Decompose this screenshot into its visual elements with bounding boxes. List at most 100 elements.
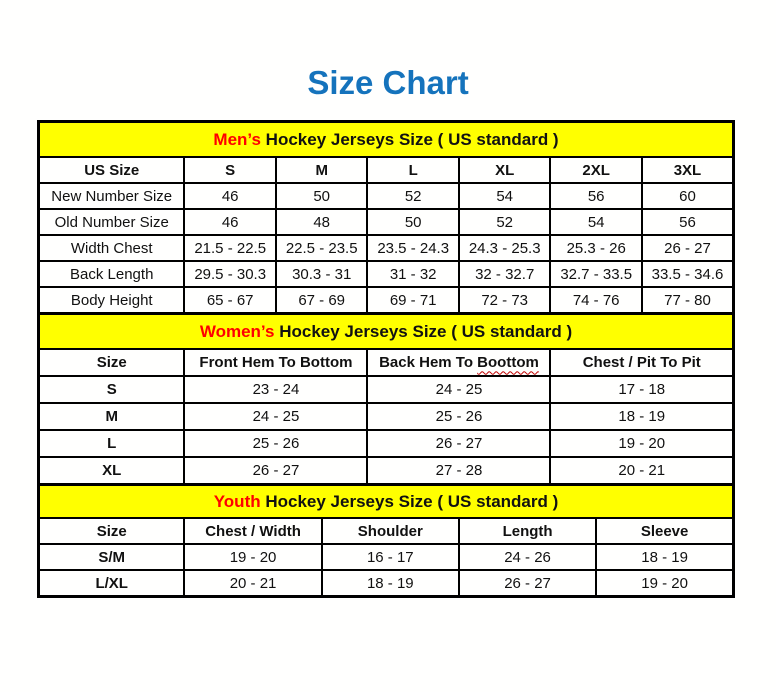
mens-section-band-row: Men’s Hockey Jerseys Size ( US standard … <box>37 120 735 159</box>
mens-column-header: XL <box>457 156 552 185</box>
womens-row-label: XL <box>37 456 186 486</box>
mens-column-header: 3XL <box>640 156 735 185</box>
womens-size-table: Women’s Hockey Jerseys Size ( US standar… <box>37 311 735 486</box>
womens-size-value-cell: 25 - 26 <box>183 429 369 459</box>
womens-size-value-cell: 20 - 21 <box>549 456 735 486</box>
mens-size-value-cell: 21.5 - 22.5 <box>183 234 277 263</box>
youth-size-value-cell: 19 - 20 <box>595 569 735 598</box>
mens-size-value-cell: 74 - 76 <box>549 286 643 315</box>
mens-table-row: Width Chest 21.5 - 22.5 22.5 - 23.5 23.5 - … <box>37 234 735 263</box>
youth-table-row: L/XL 20 - 21 18 - 19 26 - 27 19 - 20 <box>37 569 735 598</box>
youth-size-value-cell: 16 - 17 <box>320 543 460 572</box>
mens-size-table: Men’s Hockey Jerseys Size ( US standard … <box>37 119 735 315</box>
womens-table-row: XL 26 - 27 27 - 28 20 - 21 <box>37 456 735 486</box>
mens-table-row: Body Height 65 - 67 67 - 69 69 - 71 72 - 73 7… <box>37 286 735 315</box>
youth-size-value-cell: 18 - 19 <box>595 543 735 572</box>
mens-size-value-cell: 54 <box>457 182 552 211</box>
youth-size-value-cell: 24 - 26 <box>457 543 598 572</box>
womens-size-value-cell: 17 - 18 <box>549 375 735 405</box>
mens-size-value-cell: 77 - 80 <box>640 286 735 315</box>
womens-size-value-cell: 19 - 20 <box>549 429 735 459</box>
womens-size-value-cell: 27 - 28 <box>366 456 552 486</box>
page-title: Size Chart <box>307 64 469 101</box>
youth-size-table: Youth Hockey Jerseys Size ( US standard … <box>37 482 735 598</box>
mens-size-value-cell: 72 - 73 <box>457 286 552 315</box>
womens-column-header: Back Hem To Boottom <box>366 348 552 378</box>
youth-column-header: Length <box>457 517 598 546</box>
mens-row-label: New Number Size <box>37 182 186 211</box>
womens-column-header: Front Hem To Bottom <box>183 348 369 378</box>
youth-size-value-cell: 19 - 20 <box>183 543 323 572</box>
mens-size-value-cell: 56 <box>640 208 735 237</box>
youth-column-header: Chest / Width <box>183 517 323 546</box>
womens-size-value-cell: 23 - 24 <box>183 375 369 405</box>
mens-column-header: US Size <box>37 156 186 185</box>
youth-table-row: S/M 19 - 20 16 - 17 24 - 26 18 - 19 <box>37 543 735 572</box>
mens-column-header: 2XL <box>549 156 643 185</box>
mens-header-row: US Size S M L XL 2XL 3XL <box>37 156 735 185</box>
mens-row-label: Body Height <box>37 286 186 315</box>
womens-section-band-row: Women’s Hockey Jerseys Size ( US standar… <box>37 312 735 351</box>
mens-size-value-cell: 52 <box>366 182 460 211</box>
mens-size-value-cell: 32.7 - 33.5 <box>549 260 643 289</box>
mens-size-value-cell: 60 <box>640 182 735 211</box>
mens-size-value-cell: 33.5 - 34.6 <box>640 260 735 289</box>
womens-row-label: L <box>37 429 186 459</box>
mens-row-label: Back Length <box>37 260 186 289</box>
youth-section-title: Youth Hockey Jerseys Size ( US standard … <box>37 483 735 520</box>
youth-column-header: Shoulder <box>320 517 460 546</box>
womens-header-row: Size Front Hem To Bottom Back Hem To Boott… <box>37 348 735 378</box>
youth-row-label: L/XL <box>37 569 186 598</box>
youth-column-header: Sleeve <box>595 517 735 546</box>
youth-size-value-cell: 26 - 27 <box>457 569 598 598</box>
youth-row-label: S/M <box>37 543 186 572</box>
youth-column-header: Size <box>37 517 186 546</box>
womens-size-value-cell: 26 - 27 <box>183 456 369 486</box>
mens-size-value-cell: 56 <box>549 182 643 211</box>
womens-column-header: Size <box>37 348 186 378</box>
youth-section-band-row: Youth Hockey Jerseys Size ( US standard … <box>37 483 735 520</box>
youth-size-value-cell: 20 - 21 <box>183 569 323 598</box>
womens-size-value-cell: 18 - 19 <box>549 402 735 432</box>
mens-size-value-cell: 32 - 32.7 <box>457 260 552 289</box>
mens-row-label: Width Chest <box>37 234 186 263</box>
youth-section-title-highlight: Youth <box>213 491 261 511</box>
mens-size-value-cell: 22.5 - 23.5 <box>274 234 369 263</box>
mens-size-value-cell: 50 <box>274 182 369 211</box>
mens-section-title: Men’s Hockey Jerseys Size ( US standard … <box>37 120 735 159</box>
mens-size-value-cell: 52 <box>457 208 552 237</box>
womens-row-label: S <box>37 375 186 405</box>
mens-size-value-cell: 48 <box>274 208 369 237</box>
womens-section-title-highlight: Women’s <box>199 321 275 341</box>
womens-section-title: Women’s Hockey Jerseys Size ( US standar… <box>37 312 735 351</box>
mens-table-row: Old Number Size 46 48 50 52 54 56 <box>37 208 735 237</box>
mens-size-value-cell: 29.5 - 30.3 <box>183 260 277 289</box>
mens-column-header: M <box>274 156 369 185</box>
mens-row-label: Old Number Size <box>37 208 186 237</box>
womens-row-label: M <box>37 402 186 432</box>
mens-size-value-cell: 69 - 71 <box>366 286 460 315</box>
mens-table-row: New Number Size 46 50 52 54 56 60 <box>37 182 735 211</box>
mens-column-header: L <box>366 156 460 185</box>
mens-column-header: S <box>183 156 277 185</box>
mens-size-value-cell: 23.5 - 24.3 <box>366 234 460 263</box>
mens-size-value-cell: 65 - 67 <box>183 286 277 315</box>
mens-size-value-cell: 26 - 27 <box>640 234 735 263</box>
mens-table-row: Back Length 29.5 - 30.3 30.3 - 31 31 - 32 32… <box>37 260 735 289</box>
mens-size-value-cell: 46 <box>183 208 277 237</box>
womens-size-value-cell: 26 - 27 <box>366 429 552 459</box>
mens-size-value-cell: 31 - 32 <box>366 260 460 289</box>
mens-size-value-cell: 50 <box>366 208 460 237</box>
womens-table-row: L 25 - 26 26 - 27 19 - 20 <box>37 429 735 459</box>
womens-size-value-cell: 24 - 25 <box>366 375 552 405</box>
youth-size-value-cell: 18 - 19 <box>320 569 460 598</box>
misspelled-word: Boottom <box>477 354 539 372</box>
womens-column-header: Chest / Pit To Pit <box>549 348 735 378</box>
mens-section-title-highlight: Men’s <box>213 129 261 149</box>
youth-header-row: Size Chest / Width Shoulder Length Sleeve <box>37 517 735 546</box>
mens-size-value-cell: 54 <box>549 208 643 237</box>
womens-table-row: M 24 - 25 25 - 26 18 - 19 <box>37 402 735 432</box>
womens-table-row: S 23 - 24 24 - 25 17 - 18 <box>37 375 735 405</box>
size-tables: Men’s Hockey Jerseys Size ( US standard … <box>37 119 735 598</box>
